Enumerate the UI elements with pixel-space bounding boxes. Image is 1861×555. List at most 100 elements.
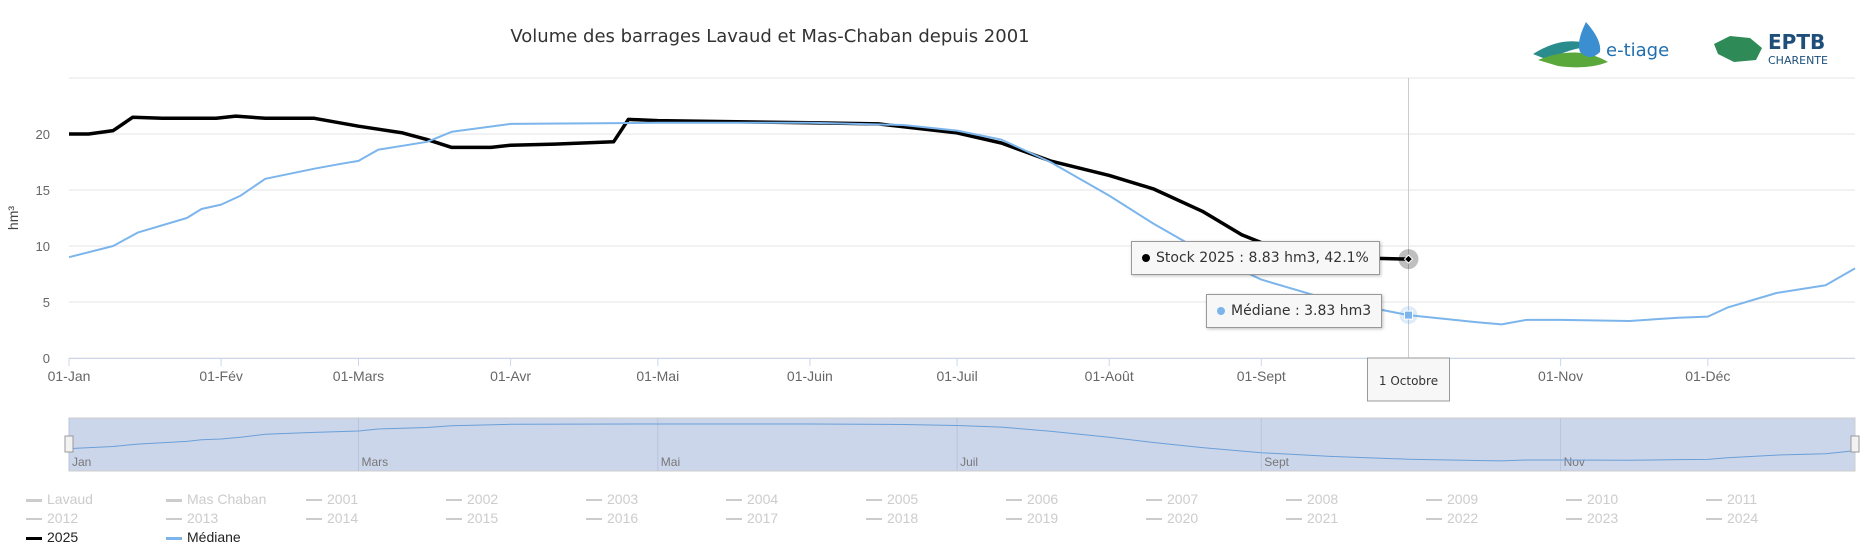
x-tick-label: 01-Avr: [490, 368, 531, 384]
legend-swatch-icon: [1006, 499, 1022, 502]
y-tick-label: 5: [43, 295, 50, 310]
legend-item[interactable]: 2022: [1426, 510, 1478, 526]
legend-swatch-icon: [866, 499, 882, 502]
legend-swatch-icon: [1706, 518, 1722, 521]
legend-label: Médiane: [187, 529, 241, 545]
legend-label: 2012: [47, 510, 79, 526]
legend-swatch-icon: [446, 499, 462, 502]
legend-item[interactable]: 2003: [586, 491, 638, 507]
line-chart: 0 5 10 15 20 hm³ 01-Jan 01-Fév 01-Mars 01-Avr 01-M…: [5, 77, 1860, 472]
y-tick-label: 20: [36, 127, 50, 142]
legend-label: 2007: [1167, 491, 1199, 507]
legend-item[interactable]: 2008: [1286, 491, 1338, 507]
legend-label: Mas Chaban: [187, 491, 267, 507]
legend-swatch-icon: [1566, 499, 1582, 502]
x-tick-label: 01-Nov: [1538, 368, 1583, 384]
legend-swatch-icon: [1286, 518, 1302, 521]
y-axis-label: hm³: [5, 206, 21, 230]
legend-item[interactable]: 2001: [306, 491, 358, 507]
legend-swatch-icon: [306, 518, 322, 521]
legend-swatch-icon: [726, 499, 742, 502]
legend-item[interactable]: 2020: [1146, 510, 1198, 526]
legend-item[interactable]: 2006: [1006, 491, 1058, 507]
legend-swatch-icon: [1426, 518, 1442, 521]
legend-label: Lavaud: [47, 491, 93, 507]
legend-item[interactable]: 2013: [166, 510, 218, 526]
legend-swatch-icon: [446, 518, 462, 521]
legend-item[interactable]: 2009: [1426, 491, 1478, 507]
legend-item[interactable]: 2019: [1006, 510, 1058, 526]
y-tick-label: 10: [36, 239, 50, 254]
legend-swatch-icon: [166, 536, 182, 540]
legend-label: 2004: [747, 491, 779, 507]
tooltip-mediane: Médiane : 3.83 hm3: [1206, 294, 1383, 328]
legend-label: 2011: [1727, 491, 1758, 507]
x-tick-label: 01-Mars: [333, 368, 384, 384]
x-tick-label: 01-Juin: [787, 368, 833, 384]
legend-label: 2010: [1587, 491, 1619, 507]
legend-swatch-icon: [26, 518, 42, 521]
x-tick-label: 01-Déc: [1685, 368, 1730, 384]
y-tick-label: 15: [36, 183, 50, 198]
navigator-handle-right[interactable]: [1850, 435, 1860, 453]
legend-swatch-icon: [166, 518, 182, 521]
navigator-handle-left[interactable]: [64, 435, 74, 453]
legend-label: 2014: [327, 510, 359, 526]
legend-label: 2006: [1027, 491, 1059, 507]
legend-label: 2013: [187, 510, 219, 526]
legend-item[interactable]: 2021: [1286, 510, 1338, 526]
y-tick-label: 0: [43, 351, 50, 366]
legend-swatch-icon: [726, 518, 742, 521]
legend-label: 2002: [467, 491, 499, 507]
legend-item[interactable]: 2004: [726, 491, 778, 507]
legend-label: 2021: [1307, 510, 1339, 526]
legend-swatch-icon: [306, 499, 322, 502]
legend-swatch-icon: [1006, 518, 1022, 521]
legend-item[interactable]: 2007: [1146, 491, 1198, 507]
legend-item[interactable]: 2025: [26, 529, 78, 545]
tooltip-text: Médiane : 3.83 hm3: [1231, 303, 1372, 319]
legend-item[interactable]: 2016: [586, 510, 638, 526]
x-tick-label: 01-Fév: [199, 368, 243, 384]
legend-swatch-icon: [586, 518, 602, 521]
legend-label: 2024: [1727, 510, 1759, 526]
x-tick-label: 01-Août: [1085, 368, 1134, 384]
legend-label: 2003: [607, 491, 639, 507]
legend-item[interactable]: 2018: [866, 510, 918, 526]
legend-label: 2017: [747, 510, 779, 526]
navigator-label: Mars: [361, 455, 388, 469]
legend-item[interactable]: Mas Chaban: [166, 491, 266, 507]
legend-swatch-icon: [166, 498, 182, 502]
legend-swatch-icon: [1146, 499, 1162, 502]
legend-item[interactable]: 2005: [866, 491, 918, 507]
eptb-logo-subtext: CHARENTE: [1768, 54, 1828, 67]
chart-title: Volume des barrages Lavaud et Mas-Chaban…: [510, 26, 1030, 47]
tooltip-text: Stock 2025 : 8.83 hm3, 42.1%: [1156, 250, 1369, 266]
legend-item[interactable]: Médiane: [166, 529, 241, 545]
legend-item[interactable]: 2024: [1706, 510, 1758, 526]
series-line-2025: [69, 114, 1409, 261]
legend-swatch-icon: [1426, 499, 1442, 502]
legend-swatch-icon: [1286, 499, 1302, 502]
legend-item[interactable]: 2012: [26, 510, 78, 526]
legend-label: 2020: [1167, 510, 1199, 526]
legend-label: 2022: [1447, 510, 1479, 526]
legend-item[interactable]: 2014: [306, 510, 358, 526]
navigator-series: [68, 423, 1856, 462]
legend-label: 2008: [1307, 491, 1339, 507]
legend-item[interactable]: 2023: [1566, 510, 1618, 526]
legend-swatch-icon: [1706, 499, 1722, 502]
legend-item[interactable]: 2017: [726, 510, 778, 526]
legend-swatch-icon: [586, 499, 602, 502]
navigator-label: Nov: [1564, 455, 1585, 469]
etiage-logo-text: e-tiage: [1606, 40, 1670, 61]
legend-swatch-icon: [866, 518, 882, 521]
legend-item[interactable]: 2015: [446, 510, 498, 526]
legend-item[interactable]: Lavaud: [26, 491, 93, 507]
x-tick-label: 01-Mai: [636, 368, 679, 384]
legend-item[interactable]: 2011: [1706, 491, 1757, 507]
legend-label: 2015: [467, 510, 499, 526]
legend-item[interactable]: 2002: [446, 491, 498, 507]
tooltip-stock-2025: Stock 2025 : 8.83 hm3, 42.1%: [1131, 241, 1380, 275]
legend-item[interactable]: 2010: [1566, 491, 1618, 507]
